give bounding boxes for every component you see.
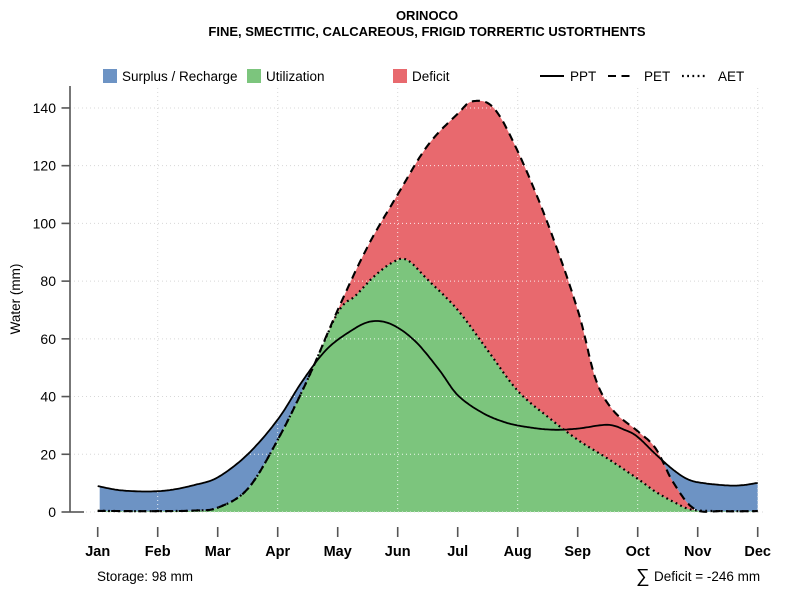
y-tick-label: 20 — [40, 446, 56, 462]
utilization-swatch — [247, 69, 261, 83]
curves — [97, 99, 758, 513]
area-fills — [97, 100, 758, 512]
x-month-label: Oct — [626, 544, 650, 560]
y-tick-label: 120 — [33, 158, 57, 174]
deficit-annotation: Deficit = -246 mm — [654, 569, 760, 584]
x-month-label: Jan — [85, 544, 110, 560]
y-tick-label: 60 — [40, 331, 56, 347]
utilization-label: Utilization — [266, 69, 325, 84]
storage-annotation: Storage: 98 mm — [97, 569, 193, 584]
sum-symbol: ∑ — [636, 566, 650, 587]
axes: 0 20 40 60 80 100 120 140 Jan Feb Mar Apr May Jun Jul A… — [33, 86, 771, 560]
legend: Surplus / Recharge Utilization Deficit P… — [103, 69, 744, 84]
deficit-label: Deficit — [412, 69, 450, 84]
utilization-area — [97, 258, 758, 512]
pet-label: PET — [644, 69, 670, 84]
x-month-label: Dec — [744, 544, 771, 560]
surplus-label: Surplus / Recharge — [122, 69, 238, 84]
ppt-line — [97, 320, 758, 493]
x-month-label: Mar — [205, 544, 231, 560]
y-tick-label: 40 — [40, 389, 56, 405]
surplus-swatch — [103, 69, 117, 83]
pet-line — [97, 99, 758, 513]
chart-subtitle: FINE, SMECTITIC, CALCAREOUS, FRIGID TORR… — [208, 24, 646, 39]
aet-label: AET — [718, 69, 744, 84]
x-month-label: May — [324, 544, 352, 560]
deficit-area — [329, 100, 694, 511]
y-tick-label: 0 — [48, 504, 56, 520]
x-month-label: Jul — [447, 544, 468, 560]
x-month-label: Feb — [145, 544, 171, 560]
y-tick-label: 140 — [33, 100, 57, 116]
deficit-swatch — [393, 69, 407, 83]
y-tick-label: 80 — [40, 273, 56, 289]
surplus-area — [663, 461, 758, 512]
chart-title: ORINOCO — [396, 8, 458, 23]
ppt-label: PPT — [570, 69, 596, 84]
x-month-label: Sep — [564, 544, 591, 560]
x-month-label: Jun — [385, 544, 411, 560]
x-month-label: Apr — [265, 544, 290, 560]
x-month-label: Aug — [504, 544, 532, 560]
y-tick-label: 100 — [33, 215, 57, 231]
y-axis-title: Water (mm) — [8, 264, 23, 335]
x-month-label: Nov — [684, 544, 711, 560]
